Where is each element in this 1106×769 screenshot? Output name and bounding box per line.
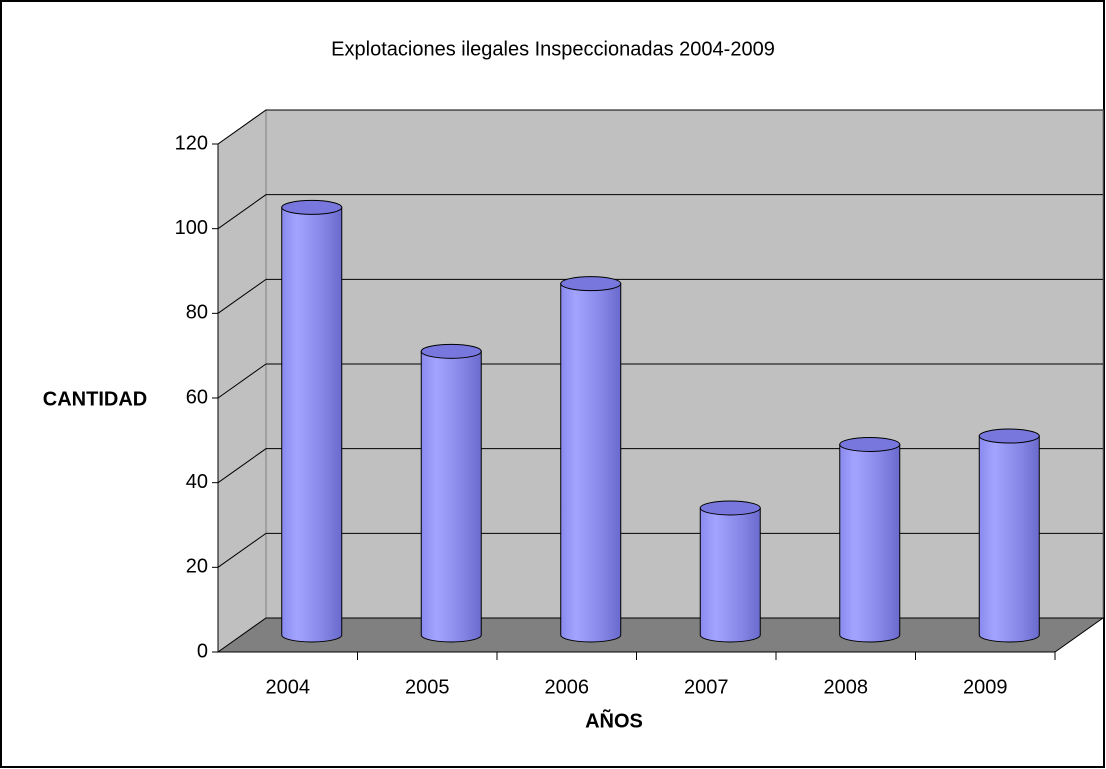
y-tick-label: 60: [186, 386, 208, 408]
bar-top: [281, 199, 343, 215]
y-tick-label: 20: [186, 556, 208, 578]
x-tick-label: 2009: [963, 676, 1008, 698]
y-tick-label: 0: [197, 640, 208, 662]
floor: [216, 617, 1105, 653]
bar: [420, 350, 482, 643]
bar-top: [839, 437, 901, 452]
grid-line: [217, 448, 1103, 484]
x-tick-label: 2004: [266, 676, 311, 698]
grid-line: [217, 194, 1103, 230]
x-tick-label: 2005: [405, 676, 450, 698]
bar: [839, 444, 901, 643]
x-tick-label: 2007: [684, 676, 729, 698]
y-tick-label: 100: [175, 217, 208, 239]
bar: [699, 507, 761, 643]
chart-title: Explotaciones ilegales Inspeccionadas 20…: [331, 38, 775, 60]
y-axis-label: CANTIDAD: [43, 388, 147, 410]
grid-line: [217, 363, 1103, 399]
bar: [281, 206, 343, 643]
grid-line: [217, 278, 1103, 314]
bar-top: [420, 343, 482, 359]
x-tick-label: 2006: [545, 676, 590, 698]
y-tick-label: 120: [175, 132, 208, 154]
bar: [560, 283, 622, 643]
x-tick-label: 2008: [824, 676, 869, 698]
bar-top: [978, 428, 1040, 444]
x-axis-label: AÑOS: [585, 709, 643, 732]
grid-line: [217, 532, 1103, 568]
y-tick-label: 40: [186, 471, 208, 493]
bar-top: [560, 276, 622, 292]
bar: [978, 435, 1040, 643]
y-tick-label: 80: [186, 302, 208, 324]
grid-line: [217, 109, 1103, 145]
bar-top: [699, 500, 761, 516]
